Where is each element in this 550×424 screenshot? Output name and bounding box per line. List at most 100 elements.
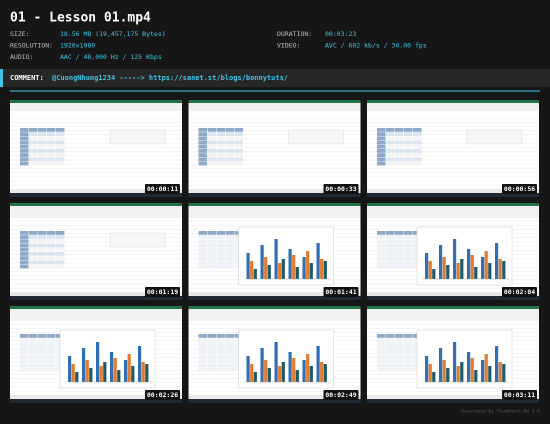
- timestamp-box: [502, 390, 537, 400]
- cell: [29, 128, 38, 132]
- ribbon: [10, 206, 182, 218]
- cell: [56, 260, 65, 265]
- cell: [207, 338, 216, 342]
- cell: [198, 132, 207, 136]
- cell: [56, 256, 65, 260]
- cell: [38, 161, 47, 166]
- cell: [377, 157, 386, 162]
- sheet-tabs: [367, 292, 539, 296]
- chart-bar: [432, 269, 436, 279]
- cell: [198, 350, 207, 355]
- cell: [47, 346, 56, 351]
- cell: [225, 338, 234, 342]
- cell: [395, 260, 404, 265]
- chart-bar: [467, 352, 471, 382]
- comment-accent: [0, 69, 3, 87]
- cell: [377, 231, 386, 235]
- cell: [47, 140, 56, 145]
- cell: [56, 239, 65, 244]
- chart-bar: [498, 362, 502, 382]
- ribbon: [367, 103, 539, 111]
- title-bar: [367, 306, 539, 309]
- cell: [198, 239, 207, 244]
- cell: [234, 140, 243, 145]
- cell: [20, 235, 29, 239]
- cell: [198, 346, 207, 351]
- chart-bar: [442, 360, 446, 382]
- cell: [386, 144, 395, 149]
- chart-bar: [470, 255, 474, 279]
- cell: [404, 140, 413, 145]
- cell: [38, 346, 47, 351]
- chart-bar: [113, 358, 117, 382]
- cell: [377, 350, 386, 355]
- cell: [20, 243, 29, 248]
- cell: [56, 136, 65, 141]
- timestamp: 00:01:41: [325, 288, 356, 296]
- cell: [29, 334, 38, 338]
- cell: [20, 367, 29, 372]
- cell: [38, 144, 47, 149]
- timestamp-box: [502, 184, 537, 194]
- chart-bar: [278, 366, 282, 382]
- cell: [386, 350, 395, 355]
- chart-bar: [117, 370, 121, 382]
- chart-bar: [309, 263, 313, 279]
- title-bar: [188, 203, 361, 206]
- cell: [395, 235, 404, 239]
- cell: [47, 264, 56, 269]
- timestamp: 00:00:56: [504, 185, 535, 193]
- cell: [20, 144, 29, 149]
- cell: [216, 247, 225, 252]
- cell: [225, 140, 234, 145]
- taskbar: [367, 399, 539, 403]
- cell: [38, 231, 47, 235]
- cell: [56, 252, 65, 256]
- cell: [29, 235, 38, 239]
- cell: [47, 231, 56, 235]
- cell: [198, 235, 207, 239]
- chart-bar: [442, 257, 446, 279]
- cell: [225, 231, 234, 235]
- cell: [207, 334, 216, 338]
- chart-bar: [484, 354, 488, 382]
- cell: [198, 256, 207, 260]
- cell: [395, 256, 404, 260]
- cell: [225, 346, 234, 351]
- cell: [207, 239, 216, 244]
- cell: [395, 247, 404, 252]
- cell: [377, 128, 386, 132]
- side-table: [109, 129, 166, 145]
- ribbon: [188, 206, 361, 218]
- title: 01 - Lesson 01.mp4: [10, 11, 151, 26]
- cell: [386, 247, 395, 252]
- cell: [404, 136, 413, 141]
- cell: [38, 235, 47, 239]
- chart-bar: [309, 366, 313, 382]
- cell: [198, 252, 207, 256]
- cell: [413, 161, 422, 166]
- cell: [234, 144, 243, 149]
- comment-bar: [0, 69, 550, 87]
- chart-bar: [316, 346, 320, 382]
- cell: [216, 161, 225, 166]
- chart-bar: [89, 368, 93, 382]
- cell: [20, 334, 29, 338]
- cell: [38, 149, 47, 153]
- cell: [207, 144, 216, 149]
- chart-bar: [453, 239, 457, 279]
- cell: [198, 359, 207, 363]
- cell: [29, 252, 38, 256]
- cell: [404, 338, 413, 342]
- cell: [20, 252, 29, 256]
- chart-bar: [320, 362, 324, 382]
- chart-bar: [264, 257, 268, 279]
- sheet-tabs: [10, 395, 182, 399]
- cell: [225, 367, 234, 372]
- sheet-tabs: [367, 189, 539, 193]
- cell: [47, 149, 56, 153]
- chart-bar: [481, 360, 485, 382]
- cell: [38, 367, 47, 372]
- cell: [198, 367, 207, 372]
- chart-bar: [470, 358, 474, 382]
